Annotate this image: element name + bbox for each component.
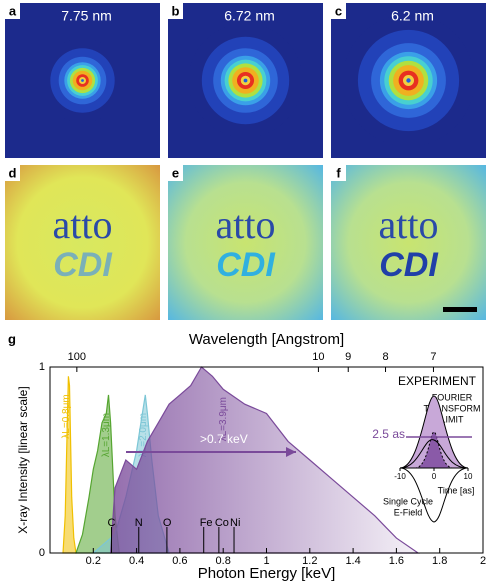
inset-tick-label: 0 bbox=[432, 472, 437, 481]
x-tick-label: 1.4 bbox=[345, 555, 360, 567]
edge-label: C bbox=[107, 517, 115, 529]
top-axis-title: Wavelength [Angstrom] bbox=[189, 331, 344, 348]
inset-title: EXPERIMENT bbox=[398, 374, 477, 388]
panel-label: c bbox=[335, 3, 342, 18]
panel-label: f bbox=[336, 165, 341, 180]
top-tick-label: 9 bbox=[345, 351, 351, 363]
y-tick-label: 0 bbox=[39, 547, 45, 559]
panel-label: a bbox=[9, 3, 17, 18]
top-tick-label: 10 bbox=[312, 351, 324, 363]
x-tick-label: 1.2 bbox=[302, 555, 317, 567]
edge-label: O bbox=[163, 517, 172, 529]
panel-label: d bbox=[9, 165, 17, 180]
x-tick-label: 1.8 bbox=[432, 555, 447, 567]
scale-bar bbox=[443, 307, 477, 312]
panel-label: g bbox=[8, 331, 16, 346]
x-tick-label: 0.2 bbox=[86, 555, 101, 567]
inset-tick-label: 10 bbox=[464, 472, 473, 481]
top-tick-label: 7 bbox=[430, 351, 436, 363]
word-atto: atto bbox=[216, 202, 276, 247]
panel-caption: 6.2 nm bbox=[391, 8, 434, 24]
inset-field-label: E-Field bbox=[394, 507, 423, 517]
series-label: λL=1.3μm bbox=[101, 413, 112, 457]
annotation-text: >0.7 keV bbox=[200, 432, 248, 446]
word-atto: atto bbox=[379, 202, 439, 247]
x-tick-label: 0.8 bbox=[216, 555, 231, 567]
inset-duration: 2.5 as bbox=[372, 427, 405, 441]
word-atto: atto bbox=[53, 202, 113, 247]
panel-label: e bbox=[172, 165, 179, 180]
inset-xlabel: Time [as] bbox=[438, 485, 475, 495]
word-cdi: CDI bbox=[379, 246, 439, 284]
edge-label: Co bbox=[215, 517, 229, 529]
x-tick-label: 1 bbox=[263, 555, 269, 567]
top-tick-label: 8 bbox=[382, 351, 388, 363]
edge-label: Ni bbox=[230, 517, 240, 529]
x-tick-label: 2 bbox=[480, 555, 486, 567]
spectrum-chart: g Wavelength [Angstrom] Photon Energy [keV… bbox=[8, 331, 486, 582]
spectrum-area bbox=[111, 367, 419, 553]
word-cdi: CDI bbox=[53, 246, 113, 284]
y-tick-label: 1 bbox=[39, 361, 45, 373]
figure: 7.75 nma6.72 nmb6.2 nmcattoCDIdattoCDIea… bbox=[0, 0, 488, 583]
top-tick-label: 100 bbox=[68, 351, 86, 363]
y-axis-title: X-ray Intensity [linear scale] bbox=[16, 386, 30, 533]
x-tick-label: 0.4 bbox=[129, 555, 144, 567]
edge-label: Fe bbox=[200, 517, 213, 529]
series-label: λL=0.8μm bbox=[61, 394, 72, 438]
pattern-ring bbox=[81, 79, 84, 82]
edge-label: N bbox=[135, 517, 143, 529]
pattern-ring bbox=[244, 79, 248, 83]
pattern-ring bbox=[406, 78, 410, 82]
inset-tick-label: -10 bbox=[394, 472, 406, 481]
word-cdi: CDI bbox=[216, 246, 276, 284]
inset-field-label: Single Cycle bbox=[383, 496, 433, 506]
x-tick-label: 0.6 bbox=[172, 555, 187, 567]
panel-caption: 6.72 nm bbox=[224, 8, 275, 24]
panel-label: b bbox=[172, 3, 180, 18]
x-tick-label: 1.6 bbox=[389, 555, 404, 567]
panel-caption: 7.75 nm bbox=[61, 8, 112, 24]
x-axis-title: Photon Energy [keV] bbox=[198, 565, 336, 582]
